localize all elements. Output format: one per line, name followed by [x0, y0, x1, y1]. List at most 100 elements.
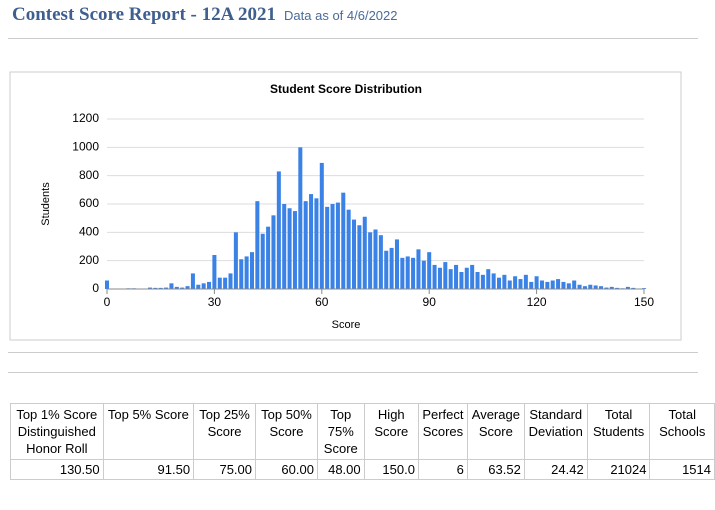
bar [325, 206, 330, 289]
bar [437, 267, 442, 289]
bar [341, 192, 346, 289]
bar [604, 287, 609, 289]
column-header: Top 5% Score [102, 403, 195, 460]
bar [266, 226, 271, 289]
bar [362, 216, 367, 289]
x-tick-label: 150 [634, 295, 654, 309]
bar [217, 277, 222, 289]
column-header: Perfect Scores [417, 403, 468, 460]
bar [346, 209, 351, 289]
divider [8, 352, 698, 353]
bar [292, 211, 297, 289]
report-title: Contest Score Report - 12A 2021 Data as o… [12, 4, 398, 26]
bar [561, 281, 566, 289]
column-header: Standard Deviation [523, 403, 588, 460]
bar [496, 277, 502, 289]
bar [164, 287, 169, 289]
bar [556, 279, 561, 289]
bar [448, 269, 453, 289]
bar [389, 247, 394, 289]
bar [470, 264, 475, 289]
bar [405, 256, 410, 289]
bar [475, 272, 480, 289]
bar [158, 287, 163, 289]
cell: 48.00 [316, 459, 365, 480]
header-row: Top 1% Score Distinguished Honor Roll Top… [10, 403, 715, 460]
bar [582, 286, 587, 289]
bar [411, 257, 416, 289]
bar [464, 267, 469, 289]
bar [416, 249, 421, 289]
bar [330, 204, 335, 289]
column-header: Total Students [586, 403, 651, 460]
bar [631, 287, 636, 289]
subtitle: Data as of 4/6/2022 [284, 8, 398, 23]
cell: 60.00 [255, 459, 318, 480]
bar [400, 257, 405, 289]
bar [373, 229, 378, 289]
bar [298, 147, 303, 289]
bar [282, 204, 287, 289]
y-tick-label: 600 [79, 196, 99, 210]
bar [593, 285, 598, 289]
y-tick-label: 1000 [72, 140, 99, 154]
bar [180, 287, 185, 289]
bar [368, 232, 373, 289]
bar [276, 171, 281, 289]
bar [550, 280, 555, 289]
title-text: Contest Score Report - 12A 2021 [12, 4, 277, 25]
bar [518, 279, 523, 289]
bar [572, 280, 577, 289]
divider [8, 372, 698, 373]
bar [588, 284, 593, 289]
bar [577, 284, 582, 289]
cell: 1514 [649, 459, 715, 480]
bar [486, 269, 491, 289]
cell: 150.0 [363, 459, 419, 480]
bar [314, 198, 319, 289]
chart-frame [9, 71, 682, 341]
bar [507, 280, 512, 289]
bar [319, 162, 324, 289]
bar [303, 201, 308, 289]
bar [432, 264, 437, 289]
bar [169, 283, 174, 289]
bar [239, 259, 244, 289]
x-axis-label: Score [332, 319, 361, 331]
cell: 6 [417, 459, 468, 480]
bar [384, 250, 389, 289]
column-header: Total Schools [649, 403, 715, 460]
bar [609, 286, 614, 289]
score-table: Top 1% Score Distinguished Honor Roll Top… [10, 403, 715, 480]
bar [233, 232, 238, 289]
y-axis-label: Students [40, 182, 52, 226]
bar [459, 272, 464, 289]
bar [491, 273, 496, 289]
bar [147, 287, 152, 289]
bar [523, 274, 528, 289]
y-tick-label: 1200 [72, 111, 99, 125]
bar [153, 287, 158, 289]
bar [185, 286, 190, 289]
y-tick-label: 800 [79, 168, 99, 182]
bar [357, 225, 362, 289]
bar [539, 280, 544, 289]
bar [566, 283, 571, 289]
cell: 91.50 [102, 459, 195, 480]
bar [534, 276, 539, 289]
column-header: Top 75% Score [316, 403, 365, 460]
bar [378, 235, 383, 289]
bar [352, 219, 357, 289]
bar [244, 256, 249, 289]
bar [309, 194, 314, 289]
y-tick-label: 0 [92, 281, 99, 295]
bar [201, 283, 206, 289]
bar [212, 255, 217, 289]
divider [8, 38, 698, 39]
x-tick-label: 0 [104, 295, 111, 309]
bar [394, 239, 399, 289]
chart-title: Student Score Distribution [270, 82, 422, 96]
bar [255, 201, 260, 289]
bar [249, 252, 255, 289]
